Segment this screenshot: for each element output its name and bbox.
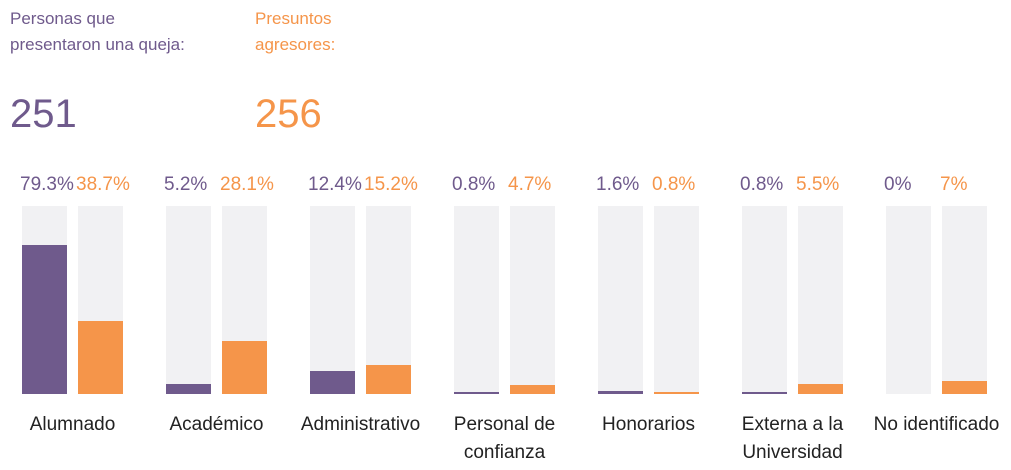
- value-label: 28.1%: [220, 174, 274, 195]
- bar-track: [742, 206, 787, 394]
- value-label: 79.3%: [20, 174, 74, 195]
- value-label: 0.8%: [452, 174, 496, 195]
- value-label: 0%: [884, 174, 912, 195]
- x-tick-label: Académico: [169, 414, 264, 435]
- bar-track: [166, 206, 211, 394]
- x-tick-label: Alumnado: [29, 414, 116, 435]
- x-tick-label: Honorarios: [602, 414, 695, 435]
- bar: [310, 370, 355, 394]
- bar-track: [598, 206, 643, 394]
- x-tick-label: No identificado: [873, 414, 1000, 435]
- bar-track: [454, 206, 499, 394]
- bar: [166, 384, 211, 394]
- value-label: 12.4%: [308, 174, 362, 195]
- bar-track: [510, 206, 555, 394]
- bar: [510, 385, 555, 394]
- bar: [78, 321, 123, 394]
- bar-track: [310, 206, 355, 394]
- series-name: Personas que presentaron una queja:: [10, 9, 185, 54]
- value-label: 1.6%: [596, 174, 640, 195]
- bar-track: [942, 206, 987, 394]
- value-label: 0.8%: [652, 174, 696, 195]
- bar: [598, 390, 643, 394]
- value-label: 38.7%: [76, 174, 130, 195]
- x-tick-label: Administrativo: [300, 414, 421, 435]
- value-label: 5.2%: [164, 174, 208, 195]
- series-total: 256: [255, 92, 322, 136]
- x-tick-label: Externa a la Universidad: [741, 414, 844, 463]
- bar: [654, 392, 699, 394]
- series-total: 251: [10, 92, 77, 136]
- bar: [366, 365, 411, 394]
- bar: [742, 392, 787, 394]
- bar: [22, 244, 67, 394]
- bar: [222, 341, 267, 394]
- bar: [798, 383, 843, 394]
- bar-track: [798, 206, 843, 394]
- bar-track: [886, 206, 931, 394]
- bar: [454, 392, 499, 394]
- series-name: Presuntos agresores:: [255, 9, 336, 54]
- bar-track: [366, 206, 411, 394]
- value-label: 0.8%: [740, 174, 784, 195]
- bar-track: [654, 206, 699, 394]
- bar: [942, 380, 987, 394]
- value-label: 5.5%: [796, 174, 840, 195]
- x-tick-label: Personal de confianza: [453, 414, 556, 463]
- value-label: 7%: [940, 174, 968, 195]
- value-label: 4.7%: [508, 174, 552, 195]
- value-label: 15.2%: [364, 174, 418, 195]
